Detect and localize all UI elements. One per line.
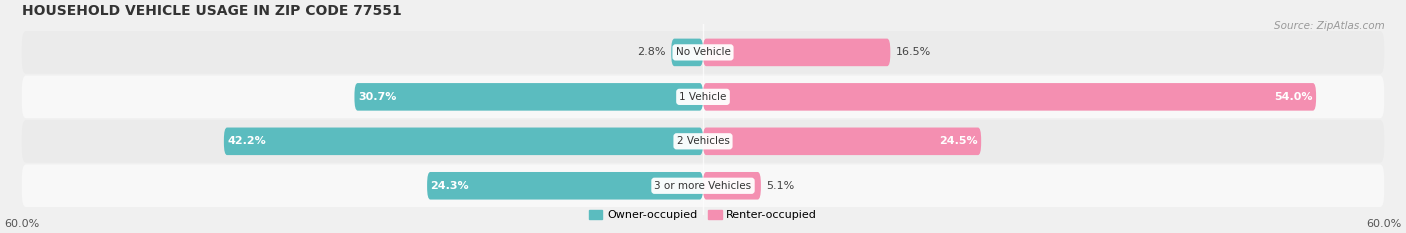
Text: Source: ZipAtlas.com: Source: ZipAtlas.com <box>1274 21 1385 31</box>
FancyBboxPatch shape <box>224 127 703 155</box>
Text: 54.0%: 54.0% <box>1274 92 1313 102</box>
FancyBboxPatch shape <box>21 120 1385 163</box>
FancyBboxPatch shape <box>21 75 1385 118</box>
Text: 42.2%: 42.2% <box>228 136 266 146</box>
FancyBboxPatch shape <box>703 83 1316 111</box>
Text: 16.5%: 16.5% <box>896 47 931 57</box>
Text: HOUSEHOLD VEHICLE USAGE IN ZIP CODE 77551: HOUSEHOLD VEHICLE USAGE IN ZIP CODE 7755… <box>21 4 402 18</box>
Legend: Owner-occupied, Renter-occupied: Owner-occupied, Renter-occupied <box>585 205 821 224</box>
FancyBboxPatch shape <box>21 31 1385 74</box>
FancyBboxPatch shape <box>703 127 981 155</box>
Text: 30.7%: 30.7% <box>359 92 396 102</box>
FancyBboxPatch shape <box>21 164 1385 207</box>
Text: 2.8%: 2.8% <box>637 47 665 57</box>
FancyBboxPatch shape <box>671 39 703 66</box>
FancyBboxPatch shape <box>703 172 761 199</box>
Text: 2 Vehicles: 2 Vehicles <box>676 136 730 146</box>
Text: 3 or more Vehicles: 3 or more Vehicles <box>654 181 752 191</box>
Text: No Vehicle: No Vehicle <box>675 47 731 57</box>
FancyBboxPatch shape <box>354 83 703 111</box>
FancyBboxPatch shape <box>703 39 890 66</box>
Text: 5.1%: 5.1% <box>766 181 794 191</box>
Text: 1 Vehicle: 1 Vehicle <box>679 92 727 102</box>
Text: 24.3%: 24.3% <box>430 181 470 191</box>
Text: 24.5%: 24.5% <box>939 136 977 146</box>
FancyBboxPatch shape <box>427 172 703 199</box>
